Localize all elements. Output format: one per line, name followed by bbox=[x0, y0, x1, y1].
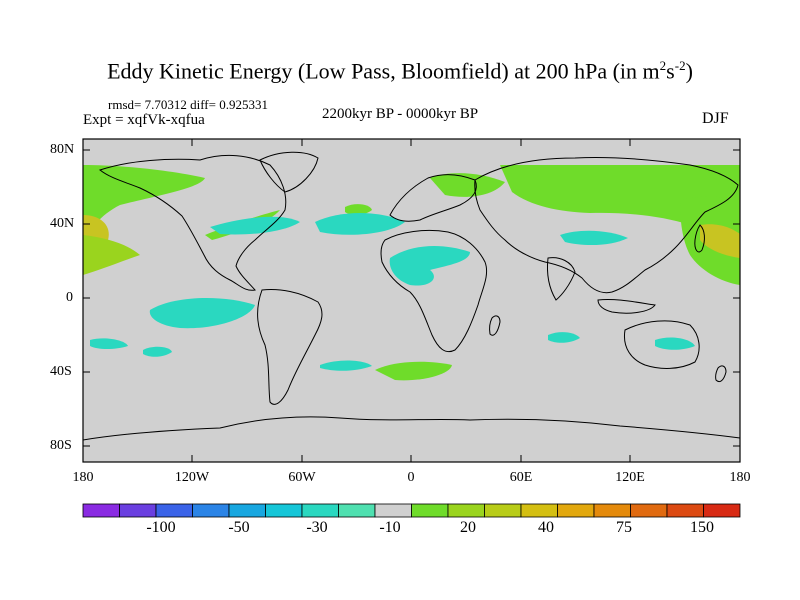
colorbar-box bbox=[301, 503, 339, 518]
lon-label: 120E bbox=[615, 470, 645, 485]
coastline-greenland bbox=[259, 151, 319, 193]
anomaly-region-spacific-neg3 bbox=[143, 346, 172, 357]
lat-label: 40N bbox=[50, 216, 75, 231]
colorbar-box bbox=[703, 503, 741, 518]
colorbar-box bbox=[593, 503, 631, 518]
anomaly-region-asia-neg bbox=[560, 230, 628, 246]
coastline-japan bbox=[694, 224, 705, 253]
colorbar-label: 40 bbox=[538, 519, 554, 536]
colorbar-box bbox=[557, 503, 595, 518]
colorbar-box bbox=[265, 503, 303, 518]
coastline-australia bbox=[623, 320, 700, 369]
anomaly-region-siberia bbox=[430, 173, 505, 197]
colorbar-label: 150 bbox=[690, 519, 714, 536]
colorbar-box bbox=[411, 503, 449, 518]
anomaly-region-npacific-core bbox=[700, 224, 740, 258]
lat-label: 40S bbox=[50, 364, 72, 379]
lon-label: 180 bbox=[72, 470, 94, 485]
anomaly-region-southern-neg bbox=[655, 337, 695, 350]
colorbar-box bbox=[374, 503, 412, 518]
anomaly-region-spacific-neg2 bbox=[90, 338, 128, 349]
chart-title: Eddy Kinetic Energy (Low Pass, Bloomfiel… bbox=[107, 58, 693, 84]
coastlines bbox=[82, 151, 741, 441]
lat-label: 80S bbox=[50, 438, 72, 453]
coastline-madagascar bbox=[489, 315, 501, 336]
anomaly-region-southern-ocean bbox=[375, 361, 452, 381]
coastline-antarctica bbox=[82, 416, 741, 441]
colorbar-box bbox=[192, 503, 230, 518]
colorbar-box bbox=[155, 503, 193, 518]
coastline-europe bbox=[389, 174, 477, 222]
colorbar bbox=[82, 503, 741, 518]
colorbar-label: -10 bbox=[379, 519, 401, 536]
colorbar-box bbox=[666, 503, 704, 518]
axis-ticks bbox=[83, 139, 740, 462]
colorbar-label: 20 bbox=[460, 519, 476, 536]
coastline-north-america bbox=[98, 155, 287, 291]
coastline-asia bbox=[474, 156, 739, 294]
colorbar-box bbox=[82, 503, 120, 518]
anomaly-region-atlantic-neg bbox=[210, 216, 300, 235]
colorbar-label: -50 bbox=[228, 519, 250, 536]
lon-label: 0 bbox=[407, 470, 415, 485]
anomaly-region-eurasia-band bbox=[500, 165, 740, 247]
coastline-africa bbox=[380, 229, 488, 353]
colorbar-label: -100 bbox=[146, 519, 176, 536]
experiment-label: Expt = xqfVk-xqfua bbox=[83, 112, 205, 128]
anomaly-region-spacific-neg bbox=[149, 298, 255, 329]
season-label: DJF bbox=[702, 110, 729, 127]
lat-label: 0 bbox=[66, 290, 73, 305]
colorbar-box bbox=[228, 503, 266, 518]
anomaly-region-npacific-west bbox=[83, 165, 205, 240]
coastline-south-america bbox=[257, 289, 323, 405]
anomaly-region-indian-neg bbox=[548, 332, 580, 343]
colorbar-label: -30 bbox=[306, 519, 328, 536]
lon-label: 60W bbox=[288, 470, 316, 485]
colorbar-label: 75 bbox=[616, 519, 632, 536]
anomaly-region-midatlantic-neg bbox=[315, 213, 405, 235]
colorbar-box bbox=[447, 503, 485, 518]
negative-anomaly-regions bbox=[90, 213, 695, 371]
colorbar-box bbox=[119, 503, 157, 518]
anomaly-region-spacific-east-neg bbox=[320, 360, 372, 371]
coastline-new-zealand bbox=[715, 365, 727, 383]
anomaly-region-africa-neg bbox=[389, 246, 470, 286]
colorbar-box bbox=[520, 503, 558, 518]
colorbar-box bbox=[484, 503, 522, 518]
colorbar-box bbox=[630, 503, 668, 518]
anomaly-region-npacific-east-strip bbox=[83, 235, 140, 275]
lon-label: 120W bbox=[174, 470, 210, 485]
lon-label: 180 bbox=[729, 470, 751, 485]
anomaly-region-natlantic-small bbox=[345, 204, 372, 215]
lat-label: 80N bbox=[50, 142, 75, 157]
colorbar-box bbox=[338, 503, 376, 518]
coastline-indonesia bbox=[597, 299, 656, 314]
coastline-indian-subcontinent bbox=[547, 257, 576, 301]
stats-text: rmsd= 7.70312 diff= 0.925331 bbox=[108, 97, 268, 112]
lon-label: 60E bbox=[509, 470, 533, 485]
period-label: 2200kyr BP - 0000kyr BP bbox=[322, 106, 479, 122]
